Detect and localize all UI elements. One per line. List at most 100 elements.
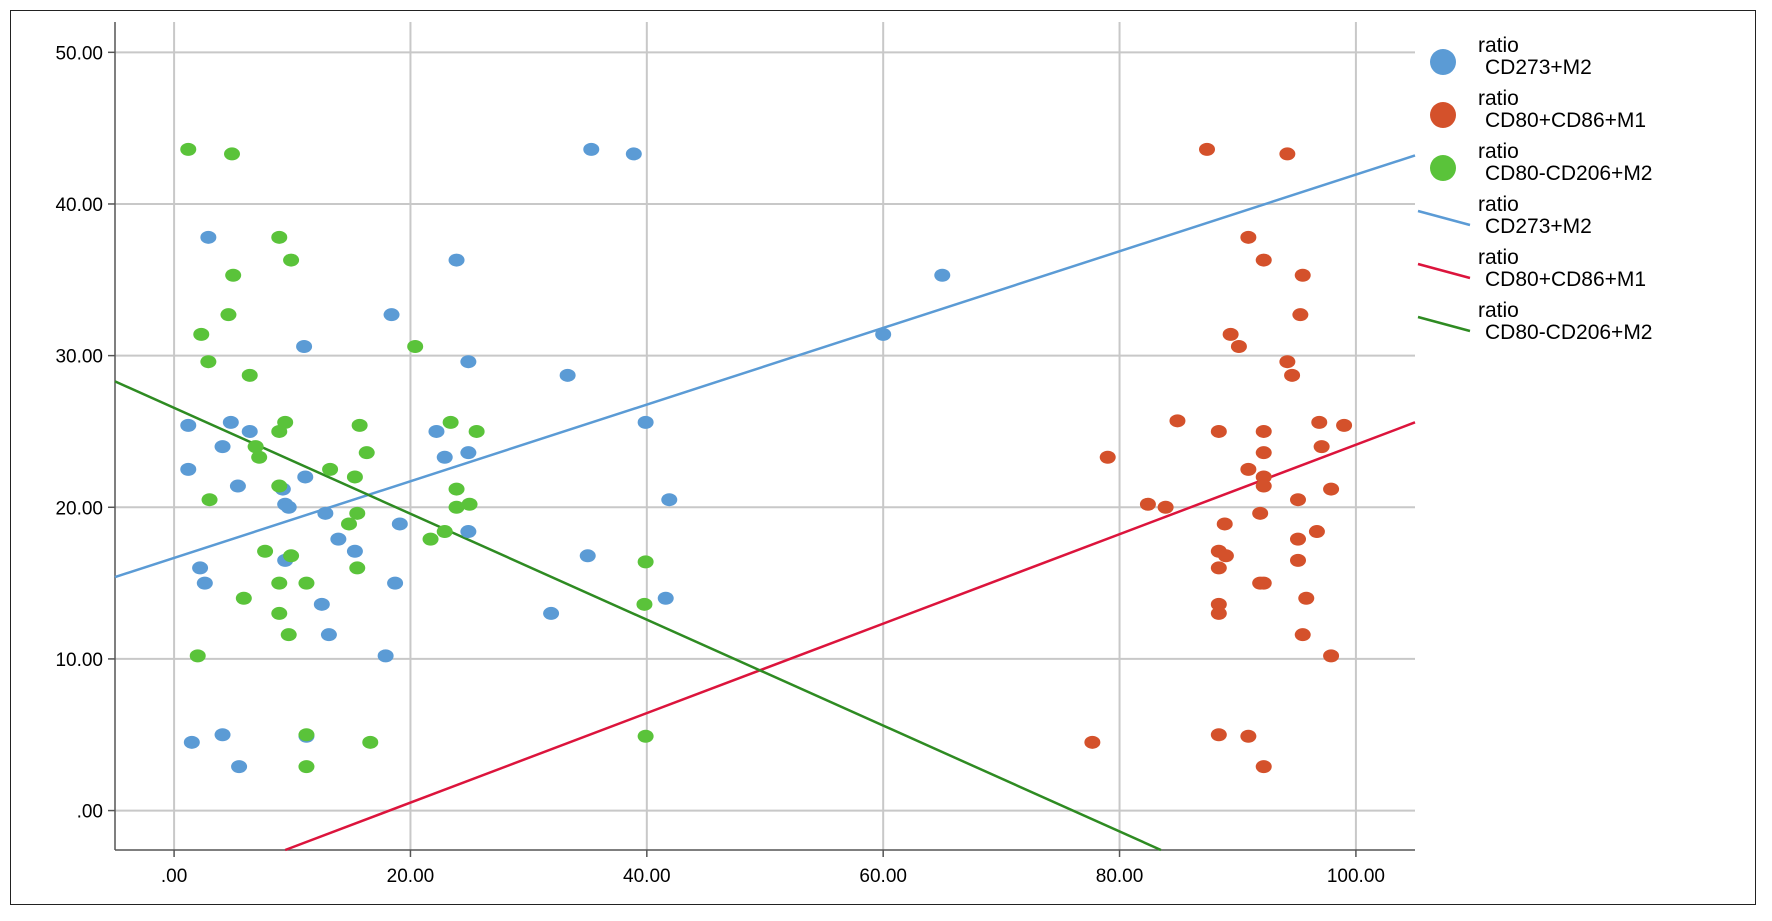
point-cd80-cd86-m1	[1311, 415, 1328, 429]
y-tick-label: 30.00	[55, 347, 103, 368]
point-cd80-cd86-m1	[1294, 628, 1311, 642]
y-tick-label: .00	[77, 802, 103, 823]
point-cd80-cd86-m1	[1284, 368, 1301, 382]
point-cd80-cd206-m2	[257, 544, 274, 558]
point-cd273-m2	[280, 500, 297, 514]
point-cd80-cd86-m1	[1290, 493, 1306, 507]
point-cd80-cd86-m1	[1230, 340, 1247, 354]
legend-marker-cd80-cd206-m2	[1430, 155, 1456, 181]
point-cd80-cd206-m2	[349, 506, 366, 520]
point-cd80-cd206-m2	[283, 549, 300, 563]
point-cd80-cd206-m2	[298, 728, 315, 742]
point-cd80-cd86-m1	[1294, 268, 1311, 282]
point-cd80-cd206-m2	[637, 729, 654, 743]
point-cd80-cd206-m2	[407, 340, 424, 354]
fit-line-cd80-cd86-m1	[284, 421, 1416, 852]
point-cd273-m2	[330, 532, 347, 546]
legend-label-cd273-m2: CD273+M2	[1485, 215, 1592, 238]
point-cd273-m2	[200, 230, 217, 244]
point-cd80-cd206-m2	[224, 147, 240, 161]
point-cd80-cd86-m1	[1255, 470, 1272, 484]
point-cd273-m2	[436, 450, 453, 464]
point-cd80-cd206-m2	[271, 479, 288, 493]
point-cd80-cd206-m2	[341, 517, 357, 531]
point-cd273-m2	[222, 415, 239, 429]
point-cd273-m2	[875, 327, 892, 341]
legend-label-ratio: ratio	[1478, 193, 1519, 216]
tick-labels: .00 20.00 40.00 60.00 80.00 100.00 .00 10.00 20.…	[55, 43, 1385, 887]
y-tick-label: 40.00	[55, 195, 103, 216]
point-cd273-m2	[387, 576, 404, 590]
point-cd80-cd86-m1	[1308, 525, 1325, 539]
point-cd80-cd86-m1	[1298, 591, 1315, 605]
point-cd80-cd86-m1	[1157, 500, 1174, 514]
point-cd273-m2	[460, 355, 477, 369]
legend-line-cd80-cd206-m2	[1417, 315, 1471, 333]
point-cd273-m2	[180, 418, 197, 432]
point-cd80-cd206-m2	[448, 482, 465, 496]
point-cd80-cd86-m1	[1240, 230, 1257, 244]
point-cd273-m2	[183, 735, 200, 749]
point-cd80-cd206-m2	[448, 500, 465, 514]
point-cd273-m2	[391, 517, 408, 531]
point-cd80-cd86-m1	[1290, 532, 1306, 546]
point-cd80-cd206-m2	[442, 415, 459, 429]
point-cd80-cd86-m1	[1255, 760, 1272, 774]
legend-label-ratio: ratio	[1478, 87, 1519, 110]
legend-label-cd273-m2: CD273+M2	[1485, 56, 1592, 79]
legend-marker-cd80-cd86-m1	[1430, 102, 1456, 128]
point-cd80-cd206-m2	[322, 462, 339, 476]
point-cd80-cd86-m1	[1199, 142, 1215, 156]
y-tick-label: 10.00	[55, 650, 103, 671]
point-cd273-m2	[180, 462, 197, 476]
point-cd80-cd206-m2	[298, 760, 315, 774]
point-cd80-cd86-m1	[1210, 424, 1227, 438]
point-cd80-cd206-m2	[436, 525, 453, 539]
point-cd80-cd206-m2	[193, 327, 210, 341]
fit-line-cd80-cd206-m2	[114, 380, 1162, 852]
point-cd80-cd86-m1	[1290, 553, 1306, 567]
legend-label-ratio: ratio	[1478, 246, 1519, 269]
point-cd80-cd86-m1	[1292, 308, 1309, 322]
point-cd273-m2	[661, 493, 678, 507]
x-tick-label: 20.00	[387, 866, 435, 887]
y-tick-label: 20.00	[55, 498, 103, 519]
point-cd80-cd86-m1	[1255, 479, 1272, 493]
point-cd273-m2	[377, 649, 394, 663]
legend-label-ratio: ratio	[1478, 299, 1519, 322]
point-cd80-cd86-m1	[1210, 606, 1227, 620]
point-cd80-cd86-m1	[1169, 414, 1186, 428]
point-cd80-cd206-m2	[180, 142, 197, 156]
point-cd273-m2	[559, 368, 576, 382]
x-tick-label: 60.00	[859, 866, 907, 887]
point-cd273-m2	[214, 728, 231, 742]
point-cd273-m2	[448, 253, 465, 267]
point-cd80-cd206-m2	[346, 470, 363, 484]
point-cd80-cd206-m2	[362, 735, 379, 749]
point-cd80-cd86-m1	[1255, 576, 1272, 590]
point-cd80-cd206-m2	[422, 532, 439, 546]
point-cd80-cd206-m2	[636, 597, 653, 611]
point-cd80-cd206-m2	[235, 591, 252, 605]
point-cd80-cd206-m2	[358, 446, 375, 460]
y-tick-label: 50.00	[55, 43, 103, 64]
point-cd80-cd86-m1	[1255, 424, 1272, 438]
point-cd80-cd86-m1	[1255, 253, 1272, 267]
point-cd273-m2	[320, 628, 337, 642]
fit-line-cd273-m2	[114, 154, 1416, 579]
point-cd80-cd206-m2	[349, 561, 366, 575]
point-cd273-m2	[296, 340, 313, 354]
point-cd80-cd206-m2	[271, 606, 288, 620]
point-cd80-cd86-m1	[1240, 462, 1257, 476]
x-tick-label: 40.00	[623, 866, 671, 887]
point-cd273-m2	[297, 470, 314, 484]
point-cd273-m2	[934, 268, 951, 282]
point-cd80-cd86-m1	[1210, 597, 1227, 611]
point-cd80-cd86-m1	[1217, 549, 1234, 563]
point-cd80-cd206-m2	[189, 649, 206, 663]
fit-lines	[114, 154, 1416, 852]
point-cd80-cd206-m2	[351, 418, 368, 432]
point-cd80-cd206-m2	[271, 576, 288, 590]
point-cd80-cd206-m2	[200, 355, 217, 369]
